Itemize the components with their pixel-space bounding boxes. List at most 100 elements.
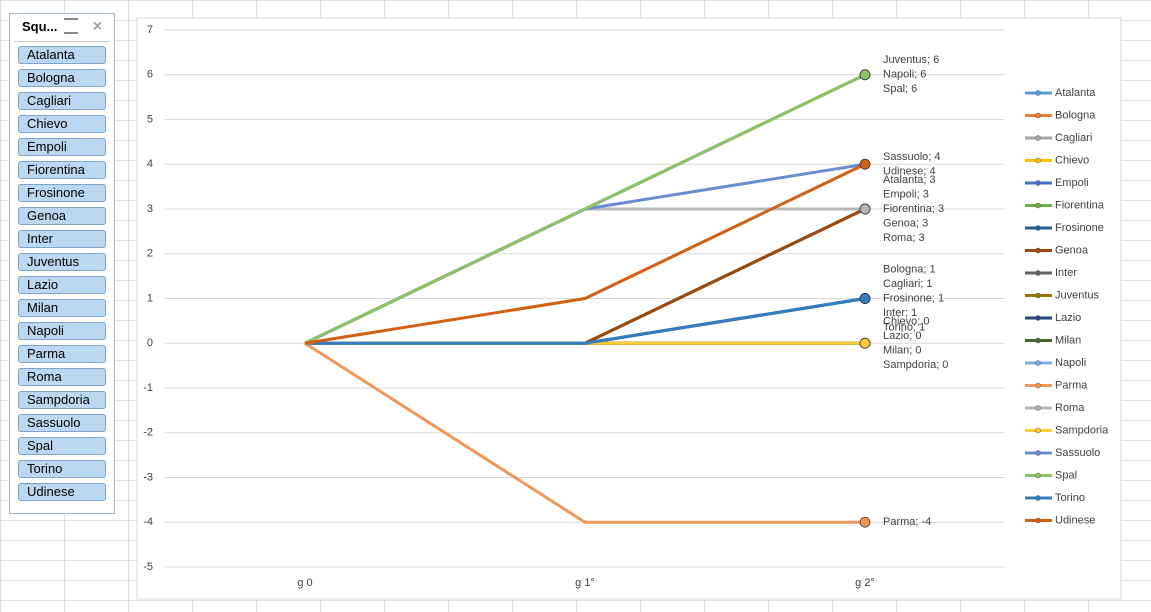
legend-label: Parma [1055, 379, 1088, 391]
clear-filter-icon[interactable]: ⨯ [92, 18, 103, 33]
legend-marker [1035, 112, 1041, 119]
slicer-items: Atalanta Bologna Cagliari Chievo Empoli Fiore… [10, 46, 114, 501]
legend-marker [1035, 450, 1041, 456]
data-label: Spal; 6 [883, 83, 917, 95]
legend-label: Inter [1055, 267, 1077, 279]
data-label: Torino; 1 [883, 321, 925, 333]
x-tick-label: g 0 [297, 577, 312, 589]
data-label: Udinese; 4 [883, 165, 936, 177]
legend-marker [1035, 315, 1041, 321]
legend-label: Juventus [1055, 289, 1100, 301]
legend-marker [1035, 180, 1041, 186]
legend-label: Genoa [1055, 244, 1089, 256]
legend-marker [1035, 405, 1041, 411]
series-line [304, 341, 865, 524]
legend-marker [1035, 202, 1041, 209]
series-line [305, 297, 866, 345]
y-tick-label: 4 [147, 158, 153, 170]
legend-label: Atalanta [1055, 87, 1096, 99]
y-tick-label: -4 [143, 516, 153, 528]
slicer-item[interactable]: Lazio [18, 276, 106, 294]
y-tick-label: 5 [147, 113, 153, 125]
data-label: Parma; -4 [883, 516, 931, 528]
data-label: Juventus; 6 [883, 54, 939, 66]
slicer: Squ... ⨯ Atalanta Bologna Cagliari Chievo Em… [9, 13, 115, 514]
slicer-item[interactable]: Genoa [18, 207, 106, 225]
slicer-item[interactable]: Milan [18, 299, 106, 317]
slicer-item[interactable]: Cagliari [18, 92, 106, 110]
data-point [859, 203, 871, 215]
slicer-item[interactable]: Inter [18, 230, 106, 248]
data-label: Milan; 0 [883, 344, 922, 356]
slicer-item[interactable]: Napoli [18, 322, 106, 340]
chart-area [136, 17, 1122, 600]
legend-label: Fiorentina [1055, 199, 1105, 211]
data-label: Cagliari; 1 [883, 278, 933, 290]
slicer-header: Squ... ⨯ [14, 14, 110, 42]
legend-marker [1035, 495, 1041, 501]
legend-label: Chievo [1055, 154, 1089, 166]
data-label: Fiorentina; 3 [883, 203, 944, 215]
slicer-item[interactable]: Torino [18, 460, 106, 478]
legend-marker [1035, 225, 1041, 231]
slicer-item[interactable]: Juventus [18, 253, 106, 271]
multi-select-icon[interactable] [64, 18, 78, 34]
y-tick-label: -5 [143, 561, 153, 573]
data-point [859, 293, 871, 304]
legend-marker [1035, 427, 1041, 434]
slicer-item[interactable]: Sassuolo [18, 414, 106, 432]
legend-label: Sampdoria [1055, 424, 1109, 436]
legend-marker [1035, 247, 1041, 254]
slicer-item[interactable]: Fiorentina [18, 161, 106, 179]
x-tick-label: g 1° [575, 577, 595, 589]
data-label: Bologna; 1 [883, 263, 936, 275]
slicer-title: Squ... [22, 19, 58, 34]
data-label: Chievo; 0 [883, 315, 929, 327]
legend-label: Frosinone [1055, 222, 1104, 234]
y-tick-label: 7 [147, 24, 153, 36]
legend-marker [1035, 90, 1041, 96]
slicer-item[interactable]: Roma [18, 368, 106, 386]
legend-marker [1035, 360, 1041, 366]
legend-label: Spal [1055, 469, 1077, 481]
legend-label: Torino [1055, 492, 1085, 504]
legend-label: Bologna [1055, 109, 1096, 121]
data-label: Roma; 3 [883, 232, 925, 244]
data-label: Sampdoria; 0 [883, 359, 948, 371]
legend-label: Sassuolo [1055, 447, 1100, 459]
legend-marker [1035, 270, 1041, 276]
slicer-item[interactable]: Sampdoria [18, 391, 106, 409]
data-label: Frosinone; 1 [883, 292, 944, 304]
slicer-item[interactable]: Chievo [18, 115, 106, 133]
legend-marker [1035, 135, 1041, 141]
legend-label: Milan [1055, 334, 1081, 346]
data-point [859, 69, 871, 81]
data-point [859, 337, 871, 349]
y-tick-label: -3 [143, 471, 153, 483]
slicer-item[interactable]: Udinese [18, 483, 106, 501]
data-point [859, 516, 871, 528]
slicer-item[interactable]: Empoli [18, 138, 106, 156]
slicer-item[interactable]: Bologna [18, 69, 106, 87]
y-tick-label: 0 [147, 337, 153, 349]
legend-label: Udinese [1055, 514, 1095, 526]
x-tick-label: g 2° [855, 577, 875, 589]
series-line [304, 162, 866, 345]
legend-marker [1035, 337, 1041, 344]
slicer-item[interactable]: Parma [18, 345, 106, 363]
slicer-item[interactable]: Spal [18, 437, 106, 455]
legend-marker [1035, 382, 1041, 389]
slicer-item[interactable]: Frosinone [18, 184, 106, 202]
legend-label: Lazio [1055, 312, 1081, 324]
data-label: Napoli; 6 [883, 69, 926, 81]
y-tick-label: 1 [147, 292, 153, 304]
legend-marker [1035, 472, 1041, 479]
slicer-item[interactable]: Atalanta [18, 46, 106, 64]
data-label: Lazio; 0 [883, 330, 922, 342]
data-label: Atalanta; 3 [883, 174, 936, 186]
data-label: Empoli; 3 [883, 188, 929, 200]
legend-label: Roma [1055, 402, 1085, 414]
legend-marker [1035, 517, 1041, 524]
